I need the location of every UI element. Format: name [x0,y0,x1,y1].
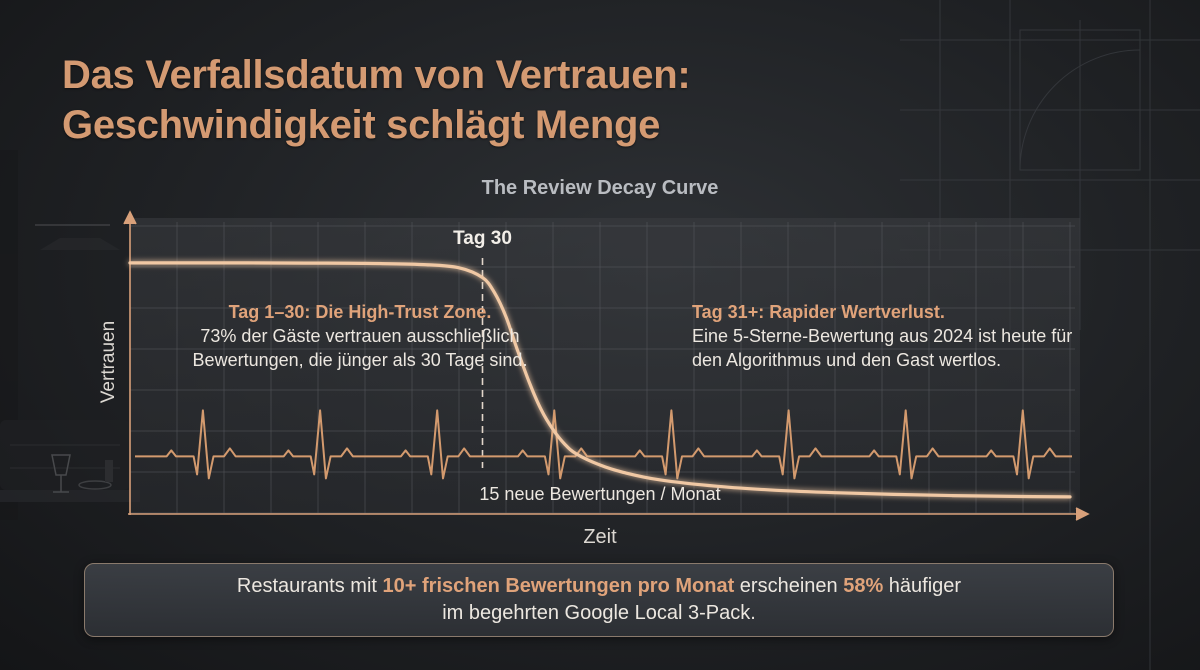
x-axis-label: Zeit [583,526,617,548]
insight-highlight-reviews: 10+ frischen Bewertungen pro Monat [382,575,735,597]
key-insight-box: Restaurants mit 10+ frischen Bewertungen… [84,563,1114,637]
x-axis-arrow [1075,507,1090,521]
y-axis-label: Vertrauen [98,321,119,403]
insight-part-1: Restaurants mit [236,575,383,597]
title-line-2: Geschwindigkeit schlägt Menge [62,103,661,147]
value-loss-heading: Tag 31+: Rapider Wertverlust. [692,302,945,322]
day-30-marker-label: Tag 30 [453,228,512,249]
high-trust-zone-heading: Tag 1–30: Die High-Trust Zone. [228,302,492,322]
insight-highlight-percent: 58% [843,575,884,597]
value-loss-callout: Tag 31+: Rapider Wertverlust. Eine 5-Ste… [692,300,1092,372]
value-loss-text: Eine 5-Sterne-Bewertung aus 2024 ist heu… [692,326,1073,370]
key-insight-text: Restaurants mit 10+ frischen Bewertungen… [237,573,961,627]
trust-decay-curve [128,261,1072,499]
high-trust-zone-text: 73% der Gäste vertrauen ausschließlich B… [192,326,528,370]
title-line-1: Das Verfallsdatum von Vertrauen: [62,53,691,97]
chart-axes [123,210,1090,521]
page-title: Das Verfallsdatum von Vertrauen: Geschwi… [62,50,691,150]
chart-title: The Review Decay Curve [482,177,719,199]
high-trust-zone-callout: Tag 1–30: Die High-Trust Zone. 73% der G… [150,300,570,372]
insight-part-3: häufiger [883,575,962,597]
insight-part-2: erscheinen [734,575,844,597]
review-rate-pulse-line [135,409,1072,480]
review-rate-label: 15 neue Bewertungen / Monat [479,484,720,504]
chart-grid [129,222,1075,514]
insight-line-2: im begehrten Google Local 3-Pack. [442,602,756,624]
y-axis-arrow [123,210,137,225]
